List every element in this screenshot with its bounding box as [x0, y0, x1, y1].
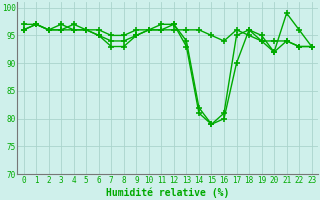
X-axis label: Humidité relative (%): Humidité relative (%)	[106, 187, 229, 198]
